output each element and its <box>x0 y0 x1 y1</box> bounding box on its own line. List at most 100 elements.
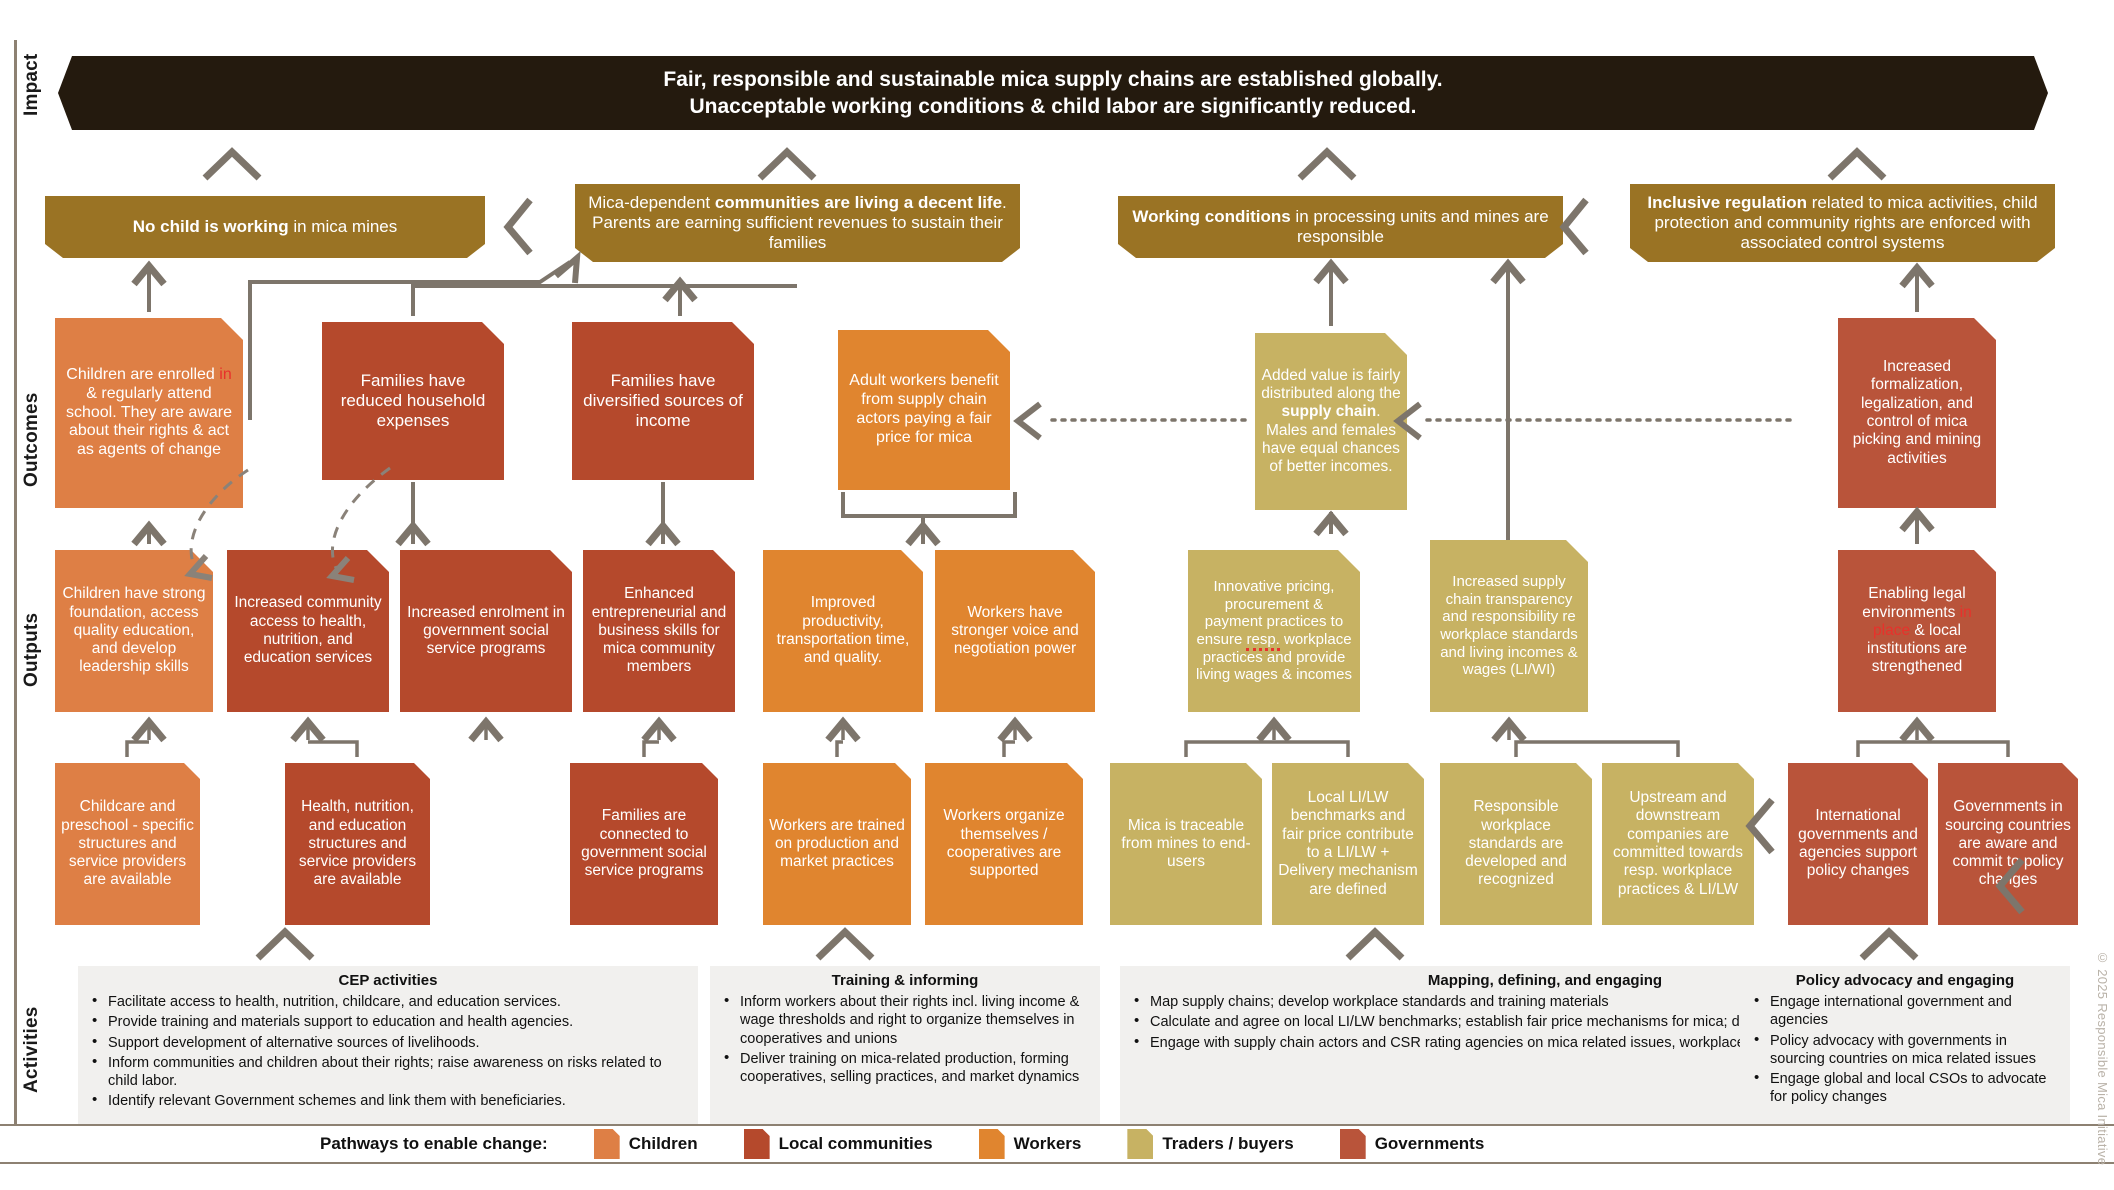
output-benchmarks: Local LI/LW benchmarks and fair price co… <box>1272 763 1424 925</box>
legend-swatch-local-communities <box>744 1129 770 1159</box>
outcome-added-value: Added value is fairly distributed along … <box>1255 333 1407 510</box>
goal-decent-life-mid: communities are living a decent life <box>714 192 1003 212</box>
oc-enabling-legal-red: in place <box>1873 603 1972 639</box>
outcome-enrolment-gov: Increased enrolment in government social… <box>400 550 572 712</box>
output-childcare: Childcare and preschool - specific struc… <box>55 763 200 925</box>
activities-cep-list: Facilitate access to health, nutrition, … <box>88 992 688 1111</box>
legend-item-traders-buyers: Traders / buyers <box>1127 1129 1294 1159</box>
outcome-innovative-pricing: Innovative pricing, procurement & paymen… <box>1188 550 1360 712</box>
legend-swatch-traders-buyers <box>1127 1129 1153 1159</box>
goal-no-child-pre: No child is working <box>132 216 289 236</box>
goal-no-child: No child is working in mica mines <box>45 196 485 258</box>
legend-item-children: Children <box>594 1129 698 1159</box>
activities-policy-title: Policy advocacy and engaging <box>1795 972 2015 989</box>
output-mica-traceable: Mica is traceable from mines to end-user… <box>1110 763 1262 925</box>
activity-item: Inform workers about their rights incl. … <box>720 992 1090 1048</box>
oc-added-value-b: . Males and females have equal chances o… <box>1262 403 1400 476</box>
outcome-children-enrolled: Children are enrolled in & regularly att… <box>55 318 243 508</box>
activities-mapping-title: Mapping, defining, and engaging <box>1427 972 1663 989</box>
copyright-credit: © 2025 Responsible Mica Initiative <box>2095 950 2110 1166</box>
outcome-formalization: Increased formalization, legalization, a… <box>1838 318 1996 508</box>
row-label-outcomes: Outcomes <box>21 392 42 488</box>
legend-item-governments: Governments <box>1340 1129 1485 1159</box>
impact-line-2: Unacceptable working conditions & child … <box>689 95 1417 118</box>
activity-item: Policy advocacy with governments in sour… <box>1750 1031 2060 1069</box>
activities-cep-title: CEP activities <box>338 972 438 989</box>
outcome-entrepreneurial: Enhanced entrepreneurial and business sk… <box>583 550 735 712</box>
legend-item-workers: Workers <box>979 1129 1082 1159</box>
activities-policy-list: Engage international government and agen… <box>1750 992 2060 1107</box>
output-sourcing-governments: Governments in sourcing countries are aw… <box>1938 763 2078 925</box>
legend-swatch-children <box>594 1129 620 1159</box>
goal-no-child-post: in mica mines <box>288 216 398 236</box>
legend-bar: Pathways to enable change: Children Loca… <box>0 1124 2114 1164</box>
impact-line-1: Fair, responsible and sustainable mica s… <box>663 67 1443 91</box>
activities-panel-policy: Policy advocacy and engaging Engage inte… <box>1740 966 2070 1124</box>
legend-label-children: Children <box>628 1134 698 1153</box>
oc-innovative-pricing-b: workplace practices and provide living w… <box>1196 631 1352 684</box>
activity-item: Provide training and materials support t… <box>88 1012 688 1031</box>
legend-label-governments: Governments <box>1374 1134 1485 1153</box>
activity-item: Facilitate access to health, nutrition, … <box>88 992 688 1011</box>
output-workers-trained: Workers are trained on production and ma… <box>763 763 911 925</box>
outcome-enabling-legal: Enabling legal environments in place & l… <box>1838 550 1996 712</box>
oc-children-enrolled-b: & regularly attend school. They are awar… <box>65 384 232 459</box>
output-families-connected: Families are connected to government soc… <box>570 763 718 925</box>
outcome-productivity: Improved productivity, transportation ti… <box>763 550 923 712</box>
output-companies-committed: Upstream and downstream companies are co… <box>1602 763 1754 925</box>
activity-item: Identify relevant Government schemes and… <box>88 1091 688 1110</box>
legend-swatch-governments <box>1340 1129 1366 1159</box>
activity-item: Map supply chains; develop workplace sta… <box>1130 992 1960 1011</box>
goal-inclusive-regulation-post: related to mica activities, child protec… <box>1654 192 2038 253</box>
goal-working-conditions: Working conditions in processing units a… <box>1118 196 1563 258</box>
goal-inclusive-regulation: Inclusive regulation related to mica act… <box>1630 184 2055 262</box>
left-rule <box>14 40 17 1150</box>
legend-label-traders-buyers: Traders / buyers <box>1162 1134 1294 1153</box>
output-workplace-standards: Responsible workplace standards are deve… <box>1440 763 1592 925</box>
legend-title: Pathways to enable change: <box>320 1134 548 1153</box>
legend-label-workers: Workers <box>1013 1134 1082 1153</box>
legend-label-local-communities: Local communities <box>778 1134 933 1153</box>
goal-decent-life-pre: Mica-dependent <box>588 192 715 212</box>
oc-added-value-a: Added value is fairly distributed along … <box>1261 366 1401 402</box>
activity-item: Engage global and local CSOs to advocate… <box>1750 1069 2060 1107</box>
outcome-fair-price: Adult workers benefit from supply chain … <box>838 330 1010 490</box>
goal-working-conditions-pre: Working conditions <box>1132 206 1291 226</box>
goal-decent-life-post: . Parents are earning sufficient revenue… <box>592 192 1007 253</box>
oc-children-enrolled-red: in <box>219 365 232 383</box>
activity-item: Engage international government and agen… <box>1750 992 2060 1030</box>
oc-enabling-legal-a: Enabling legal environments <box>1862 585 1966 621</box>
goal-inclusive-regulation-pre: Inclusive regulation <box>1647 192 1808 212</box>
row-label-outputs: Outputs <box>21 612 42 688</box>
outcome-community-access: Increased community access to health, nu… <box>227 550 389 712</box>
activity-item: Calculate and agree on local LI/LW bench… <box>1130 1012 1960 1031</box>
impact-banner: Fair, responsible and sustainable mica s… <box>58 56 2048 130</box>
oc-enabling-legal-b: & local institutions are strengthened <box>1867 621 1967 676</box>
outcome-strong-foundation: Children have strong foundation, access … <box>55 550 213 712</box>
activities-training-list: Inform workers about their rights incl. … <box>720 992 1090 1087</box>
outcome-reduced-expenses: Families have reduced household expenses <box>322 322 504 480</box>
activity-item: Support development of alternative sourc… <box>88 1033 688 1052</box>
row-label-impact: Impact <box>21 53 42 117</box>
outcome-diversified-income: Families have diversified sources of inc… <box>572 322 754 480</box>
row-label-activities: Activities <box>21 1006 42 1094</box>
activity-item: Inform communities and children about th… <box>88 1053 688 1091</box>
oc-innovative-pricing-a: Innovative pricing, procurement & paymen… <box>1196 577 1344 648</box>
legend-item-local-communities: Local communities <box>744 1129 933 1159</box>
outcome-stronger-voice: Workers have stronger voice and negotiat… <box>935 550 1095 712</box>
activities-panel-cep: CEP activities Facilitate access to heal… <box>78 966 698 1124</box>
output-health-structures: Health, nutrition, and education structu… <box>285 763 430 925</box>
output-intl-governments: International governments and agencies s… <box>1788 763 1928 925</box>
goal-decent-life: Mica-dependent communities are living a … <box>575 184 1020 262</box>
activity-item: Deliver training on mica-related product… <box>720 1049 1090 1087</box>
goal-working-conditions-post: in processing units and mines are respon… <box>1290 206 1549 246</box>
activities-panel-training: Training & informing Inform workers abou… <box>710 966 1100 1124</box>
oc-children-enrolled-a: Children are enrolled <box>66 365 220 383</box>
outcome-supply-transparency: Increased supply chain transparency and … <box>1430 540 1588 712</box>
oc-added-value-bold: supply chain <box>1281 403 1377 421</box>
oc-innovative-pricing-flag: resp. <box>1246 631 1279 651</box>
activities-training-title: Training & informing <box>831 972 979 989</box>
legend-swatch-workers <box>979 1129 1005 1159</box>
output-workers-organize: Workers organize themselves / cooperativ… <box>925 763 1083 925</box>
